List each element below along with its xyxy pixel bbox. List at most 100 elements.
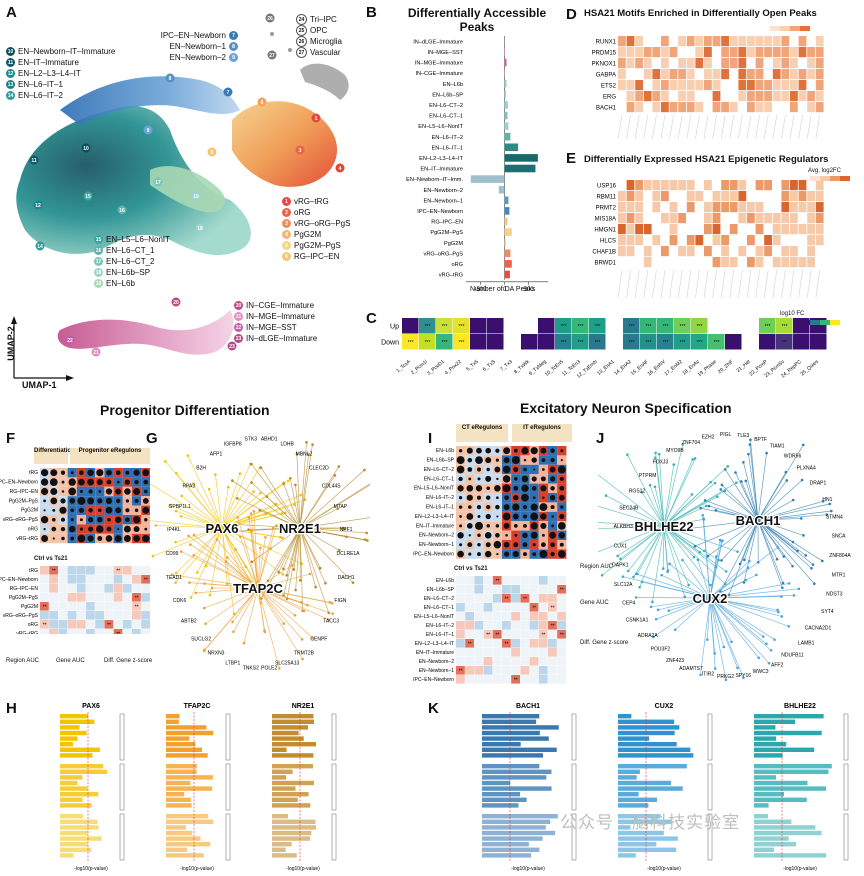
colorbar-segment — [810, 176, 820, 181]
regulator-row-label: RBM11 — [596, 195, 616, 201]
col-label-stub — [712, 114, 717, 140]
legend-num: 17 — [94, 257, 103, 266]
heatmap-cell — [721, 257, 729, 268]
network-node — [616, 554, 619, 558]
heatmap-cell — [790, 180, 798, 191]
network-edge — [709, 597, 772, 651]
heatmap-cell — [704, 36, 712, 47]
network-edge — [704, 500, 759, 521]
heatmap-cell — [738, 58, 747, 69]
diff-cell — [95, 584, 104, 593]
network-node — [811, 563, 815, 566]
diff-cell — [557, 639, 566, 648]
network-edge — [757, 519, 815, 584]
diff-cell — [104, 611, 114, 620]
sig-mark: ** — [43, 604, 47, 610]
dotplot-dot — [459, 543, 463, 547]
heatmap-cell — [764, 80, 772, 91]
diff-cell — [49, 593, 58, 602]
heatmap-cell — [815, 213, 824, 224]
heatmap-cell — [635, 36, 643, 47]
heatmap-cell — [755, 69, 764, 80]
network-edge — [622, 576, 711, 599]
network-node — [765, 642, 768, 646]
heatmap-cell — [798, 202, 807, 213]
diff-cell — [529, 666, 539, 675]
heatmap-cell — [807, 191, 815, 202]
heatmap-cell — [742, 334, 759, 350]
go-bar — [60, 742, 73, 747]
diff-cell — [95, 602, 104, 611]
diff-cell — [67, 575, 77, 584]
go-bar — [754, 780, 808, 786]
heatmap-cell — [678, 213, 686, 224]
network-node — [189, 543, 192, 546]
network-edge — [187, 455, 223, 529]
dotplot-dot — [539, 550, 548, 559]
heatmap-cell — [708, 318, 725, 334]
heatmap-cell — [772, 180, 781, 191]
heatmap-cell — [810, 334, 827, 350]
heatmap-cell — [643, 58, 652, 69]
diff-cell — [511, 612, 520, 621]
diff-cell — [456, 612, 465, 621]
go-column-title: TFAP2C — [184, 703, 211, 710]
go-bar — [482, 792, 521, 797]
diff-cell — [520, 621, 530, 630]
heatmap-cell — [729, 224, 738, 235]
heatmap-cell — [555, 334, 572, 350]
network-node — [776, 546, 780, 549]
go-bar — [482, 775, 547, 780]
bar — [504, 164, 536, 173]
heatmap-cell — [669, 246, 678, 257]
dotplot-dot — [115, 488, 122, 495]
network-edge — [709, 567, 749, 599]
network-gene-label: IGFBP8 — [224, 442, 242, 448]
network-gene-label: SYT4 — [821, 609, 834, 615]
heatmap-cell — [755, 257, 764, 268]
heatmap-c-legend: log10 FC — [780, 311, 805, 317]
diff-cell — [104, 566, 114, 575]
legend-label: EN–Newborn–2 — [169, 53, 226, 62]
go-category-box — [119, 713, 125, 761]
dotplot-dot — [521, 484, 529, 492]
network-node — [202, 606, 206, 610]
bar — [504, 101, 508, 109]
network-node — [668, 562, 671, 566]
heatmap-cell — [729, 191, 738, 202]
diff-cell — [474, 612, 484, 621]
heatmap-cell — [815, 202, 824, 213]
network-edge — [257, 537, 266, 589]
umap-in-cluster — [57, 310, 234, 355]
panel-letter-h: H — [6, 700, 17, 717]
diff-cell — [548, 621, 557, 630]
network-node — [667, 609, 671, 612]
network-node — [780, 595, 783, 598]
diff-cell — [474, 603, 484, 612]
legend-label: EN–L6–IT–1 — [18, 80, 63, 89]
network-node — [351, 581, 355, 584]
col-label-stub — [669, 269, 674, 299]
network-node — [702, 517, 705, 520]
heatmap-cell — [652, 36, 661, 47]
network-edge — [299, 466, 340, 529]
legend-label: oRG — [294, 208, 311, 217]
heatmap-cell — [747, 235, 755, 246]
diff-cell — [456, 639, 465, 648]
heatmap-cell — [618, 224, 626, 235]
dotplot-dot — [144, 527, 148, 531]
network-edge — [663, 518, 704, 527]
heatmap-cell — [738, 91, 747, 102]
network-edge — [598, 525, 665, 553]
heatmap-cell — [729, 58, 738, 69]
diff-cell — [456, 675, 465, 684]
go-column-title: PAX6 — [82, 703, 100, 710]
regulator-row-label: HLCS — [600, 239, 616, 245]
f-legend-gene: Gene AUC — [56, 658, 85, 664]
network-node — [800, 517, 803, 520]
dotplot-dot — [531, 485, 537, 491]
dotplot-dot — [551, 515, 554, 518]
network-node — [757, 656, 760, 660]
network-edge — [757, 480, 788, 521]
legend-label: Vascular — [310, 48, 341, 57]
